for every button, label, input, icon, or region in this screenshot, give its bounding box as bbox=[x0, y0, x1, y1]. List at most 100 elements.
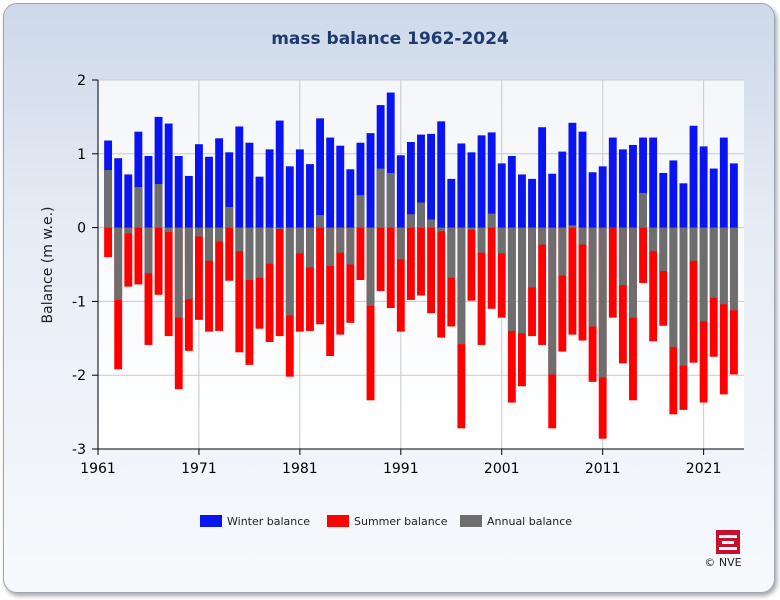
bar-summer-balance bbox=[225, 227, 234, 281]
bar-summer-balance bbox=[195, 227, 203, 320]
bar-winter-balance bbox=[427, 133, 436, 228]
bar-winter-balance bbox=[295, 149, 304, 228]
x-tick-label: 2011 bbox=[585, 461, 621, 477]
bar-winter-balance bbox=[689, 125, 698, 228]
bar-winter-balance bbox=[518, 174, 526, 228]
bar-winter-balance bbox=[195, 144, 203, 228]
bar-annual-balance bbox=[639, 192, 647, 228]
bar-summer-balance bbox=[275, 227, 284, 337]
bar-winter-balance bbox=[548, 173, 557, 228]
bar-annual-balance bbox=[548, 227, 557, 375]
y-tick-label: 0 bbox=[77, 221, 86, 237]
bar-summer-balance bbox=[719, 227, 728, 395]
bar-summer-balance bbox=[235, 227, 244, 353]
bar-summer-balance bbox=[659, 227, 668, 326]
bar-winter-balance bbox=[154, 116, 163, 228]
bar-winter-balance bbox=[356, 142, 365, 228]
bar-winter-balance bbox=[477, 135, 486, 228]
bar-annual-balance bbox=[174, 227, 183, 318]
bar-summer-balance bbox=[346, 227, 355, 323]
bar-winter-balance bbox=[306, 164, 314, 228]
bar-winter-balance bbox=[134, 131, 143, 228]
bar-summer-balance bbox=[134, 227, 143, 285]
bar-annual-balance bbox=[467, 227, 476, 230]
bar-summer-balance bbox=[336, 227, 345, 335]
bar-annual-balance bbox=[497, 227, 506, 254]
bar-annual-balance bbox=[538, 227, 547, 245]
bar-summer-balance bbox=[396, 227, 405, 332]
bar-summer-balance bbox=[265, 227, 274, 342]
bar-summer-balance bbox=[356, 227, 365, 280]
legend: Winter balance Summer balance Annual balan… bbox=[200, 515, 572, 528]
bar-annual-balance bbox=[356, 195, 365, 228]
y-axis-label: Balance (m w.e.) bbox=[40, 207, 56, 324]
bar-summer-balance bbox=[437, 227, 446, 338]
axes: 2 1 0 -1 -2 -3 1961 1971 1981 1991 2001 2011 2021 bbox=[72, 73, 744, 477]
bar-annual-balance bbox=[477, 227, 486, 253]
x-tick-label: 1961 bbox=[80, 461, 116, 477]
bar-summer-balance bbox=[205, 227, 213, 332]
bar-winter-balance bbox=[366, 133, 375, 228]
bar-winter-balance bbox=[376, 105, 385, 228]
bar-winter-balance bbox=[608, 137, 617, 228]
bar-annual-balance bbox=[417, 202, 425, 228]
legend-label-summer-balance: Summer balance bbox=[354, 515, 448, 528]
bar-summer-balance bbox=[255, 227, 264, 329]
bar-winter-balance bbox=[598, 166, 607, 228]
bar-summer-balance bbox=[639, 227, 647, 283]
bar-annual-balance bbox=[285, 227, 294, 316]
y-tick-label: 2 bbox=[77, 73, 86, 89]
bar-annual-balance bbox=[386, 172, 395, 228]
bar-summer-balance bbox=[104, 227, 113, 258]
bar-summer-balance bbox=[406, 227, 415, 300]
bar-winter-balance bbox=[275, 120, 284, 228]
copyright-text: © NVE bbox=[704, 556, 741, 569]
bar-winter-balance bbox=[588, 172, 597, 228]
bar-summer-balance bbox=[295, 227, 304, 332]
bar-annual-balance bbox=[578, 227, 587, 245]
nve-logo-stripe-2 bbox=[722, 541, 734, 544]
bar-annual-balance bbox=[437, 227, 446, 232]
bar-winter-balance bbox=[215, 138, 224, 228]
bar-summer-balance bbox=[538, 227, 547, 345]
bar-annual-balance bbox=[245, 227, 254, 280]
bar-winter-balance bbox=[326, 137, 335, 228]
bar-winter-balance bbox=[639, 137, 647, 228]
bar-annual-balance bbox=[659, 227, 668, 272]
bar-summer-balance bbox=[164, 227, 173, 337]
bar-winter-balance bbox=[729, 163, 738, 228]
bar-annual-balance bbox=[205, 227, 213, 261]
bar-annual-balance bbox=[255, 227, 264, 278]
nve-logo bbox=[716, 530, 740, 554]
x-tick-label: 1991 bbox=[383, 461, 419, 477]
bar-winter-balance bbox=[578, 131, 587, 228]
bar-annual-balance bbox=[184, 227, 193, 300]
bar-winter-balance bbox=[618, 149, 627, 228]
bar-winter-balance bbox=[467, 152, 476, 228]
bar-summer-balance bbox=[487, 227, 496, 309]
bar-winter-balance bbox=[406, 141, 415, 228]
x-tick-label: 1981 bbox=[282, 461, 318, 477]
bar-annual-balance bbox=[457, 227, 466, 345]
bar-summer-balance bbox=[154, 227, 163, 295]
bar-winter-balance bbox=[629, 144, 637, 228]
bar-annual-balance bbox=[598, 227, 607, 378]
bar-summer-balance bbox=[417, 227, 425, 296]
bar-annual-balance bbox=[366, 227, 375, 306]
bar-annual-balance bbox=[568, 225, 577, 228]
y-tick-label: -1 bbox=[72, 294, 86, 310]
bar-winter-balance bbox=[336, 145, 345, 228]
bar-annual-balance bbox=[558, 227, 567, 276]
bar-winter-balance bbox=[245, 142, 254, 228]
bar-annual-balance bbox=[114, 227, 123, 300]
bar-annual-balance bbox=[215, 227, 224, 242]
legend-swatch-winter-balance bbox=[200, 515, 222, 527]
bar-summer-balance bbox=[427, 227, 436, 314]
bar-summer-balance bbox=[376, 227, 385, 292]
bar-summer-balance bbox=[497, 227, 506, 318]
bar-annual-balance bbox=[719, 227, 728, 305]
bar-summer-balance bbox=[578, 227, 587, 341]
bar-summer-balance bbox=[306, 227, 314, 331]
nve-logo-stripe-3 bbox=[719, 547, 737, 550]
bar-annual-balance bbox=[649, 227, 658, 252]
